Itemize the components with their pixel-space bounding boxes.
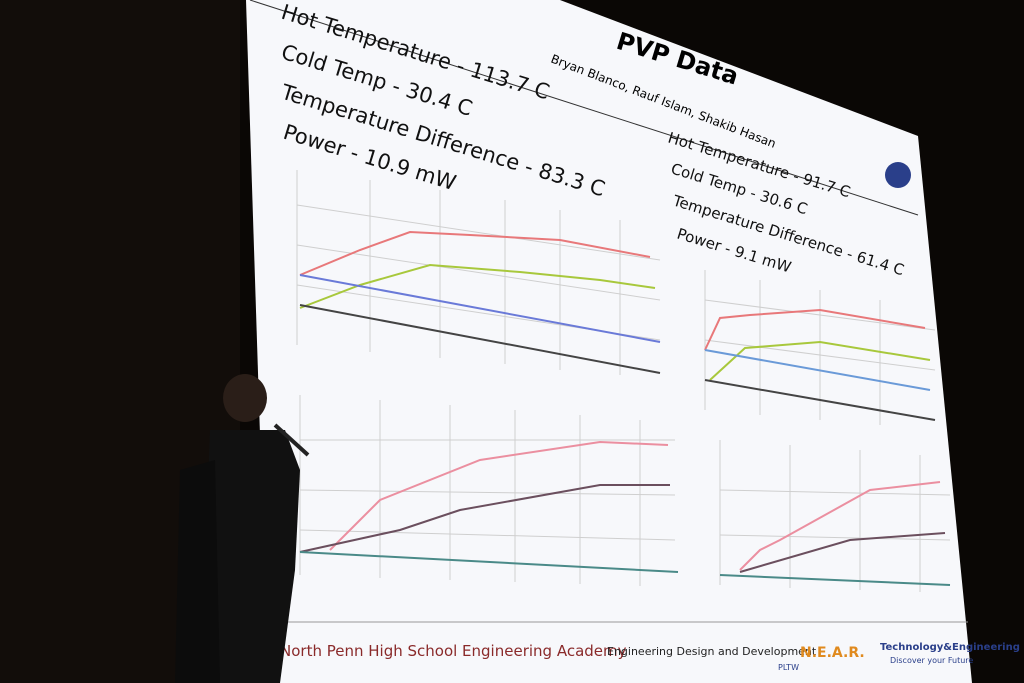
charts bbox=[296, 170, 951, 592]
curve bbox=[329, 440, 669, 551]
curve bbox=[704, 308, 926, 351]
logo: N.E.A.R. bbox=[800, 645, 865, 661]
curve bbox=[704, 349, 931, 391]
curve bbox=[299, 551, 679, 573]
curve bbox=[704, 379, 936, 421]
title-rule bbox=[249, 0, 919, 216]
logo: PLTW bbox=[778, 663, 799, 672]
curve bbox=[709, 340, 931, 381]
presenter bbox=[175, 374, 310, 683]
curve bbox=[739, 481, 941, 571]
footer-course: Engineering Design and Development bbox=[607, 645, 817, 658]
curve bbox=[299, 230, 651, 276]
curve bbox=[719, 574, 951, 586]
logo: Discover your Future bbox=[890, 656, 973, 665]
curve bbox=[299, 263, 656, 309]
curve bbox=[299, 274, 661, 343]
curve bbox=[299, 484, 670, 553]
curve bbox=[299, 304, 661, 374]
seal bbox=[885, 162, 911, 188]
footer-school: North Penn High School Engineering Acade… bbox=[280, 642, 627, 660]
curve bbox=[739, 532, 946, 573]
logo: Technology&Engineering bbox=[880, 642, 1020, 653]
